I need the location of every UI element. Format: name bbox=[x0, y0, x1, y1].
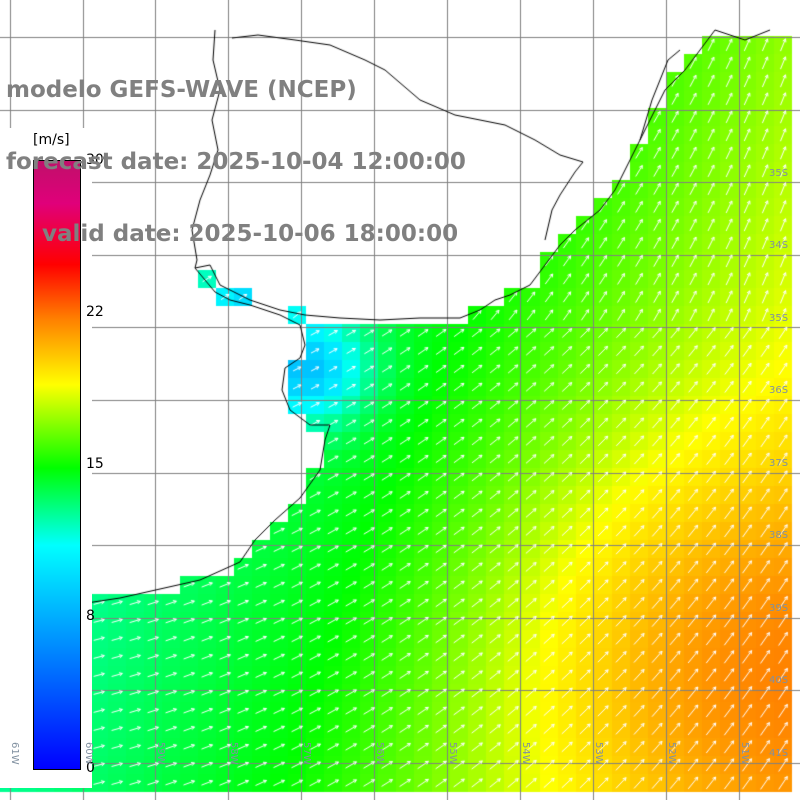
longitude-label: 61W bbox=[9, 742, 20, 765]
longitude-label: 59W bbox=[155, 742, 166, 765]
latitude-label: 36S bbox=[769, 385, 789, 396]
latitude-label: 39S bbox=[769, 603, 789, 614]
longitude-label: 54W bbox=[520, 742, 531, 765]
longitude-label: 57W bbox=[301, 742, 312, 765]
longitude-label: 52W bbox=[666, 742, 677, 765]
latitude-label: 38S bbox=[769, 530, 789, 541]
longitude-label: 53W bbox=[593, 742, 604, 765]
latitude-label: 41S bbox=[769, 748, 789, 759]
latitude-label: 40S bbox=[769, 675, 789, 686]
longitude-label: 56W bbox=[374, 742, 385, 765]
colorbar-tick-label: 15 bbox=[86, 456, 104, 472]
latitude-label: 35S bbox=[769, 168, 789, 179]
colorbar-tick-label: 0 bbox=[86, 760, 95, 776]
colorbar-unit-label: [m/s] bbox=[33, 132, 70, 148]
longitude-label: 60W bbox=[83, 742, 94, 765]
colorbar bbox=[33, 160, 81, 770]
colorbar-tick-label: 8 bbox=[86, 608, 95, 624]
longitude-label: 55W bbox=[447, 742, 458, 765]
longitude-label: 51W bbox=[739, 742, 750, 765]
colorbar-tick-label: 30 bbox=[86, 152, 104, 168]
latitude-label: 35S bbox=[769, 313, 789, 324]
colorbar-tick-label: 22 bbox=[86, 304, 104, 320]
latitude-label: 34S bbox=[769, 240, 789, 251]
latitude-label: 37S bbox=[769, 458, 789, 469]
longitude-label: 58W bbox=[228, 742, 239, 765]
